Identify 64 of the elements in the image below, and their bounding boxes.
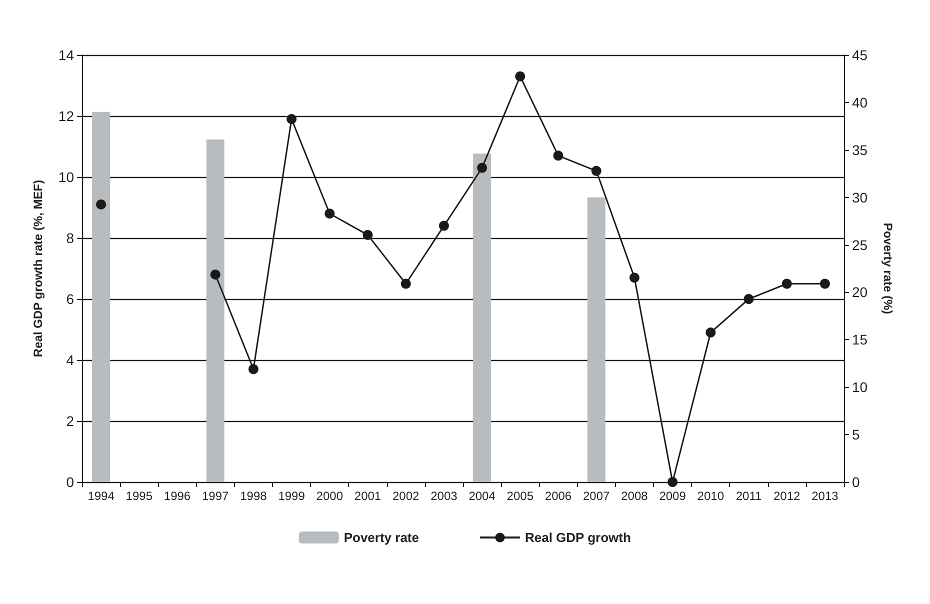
y2-tick-label: 10	[852, 379, 868, 396]
x-tick-label: 2011	[736, 489, 762, 503]
point	[706, 328, 716, 338]
y2-axis-title: Poverty rate (%)	[881, 222, 895, 314]
y2-tick-label: 5	[852, 426, 860, 443]
point	[362, 230, 373, 240]
y-tick-label: 0	[66, 474, 74, 490]
point	[248, 364, 258, 374]
y2-tick-label: 30	[852, 189, 868, 206]
legend-label: Poverty rate	[344, 530, 419, 545]
bar	[206, 139, 224, 482]
point	[744, 294, 754, 304]
x-tick-label: 2012	[774, 489, 801, 503]
point	[210, 270, 220, 280]
point	[477, 162, 488, 173]
y2-tick-label: 40	[852, 94, 868, 110]
x-tick-label: 1994	[88, 489, 115, 503]
point	[591, 166, 602, 176]
point	[629, 272, 640, 283]
x-tick-label: 1997	[202, 489, 230, 503]
y-tick-label: 4	[66, 352, 74, 368]
x-tick-label: 2004	[468, 489, 496, 503]
x-tick-label: 2013	[812, 489, 839, 503]
x-tick-label: 2009	[659, 489, 686, 503]
y-tick-label: 6	[66, 291, 74, 307]
y-tick-label: 12	[58, 108, 74, 124]
x-tick-label: 2003	[430, 489, 458, 503]
y2-tick-label: 35	[852, 142, 868, 158]
x-tick-label: 2007	[583, 489, 610, 503]
x-tick-label: 1996	[164, 489, 191, 503]
bar	[473, 154, 492, 482]
y-tick-label: 8	[66, 230, 74, 246]
y2-tick-label: 25	[852, 236, 868, 253]
x-tick-label: 2000	[316, 489, 344, 503]
y-axis-title: Real GDP growth rate (%, MEF)	[31, 180, 45, 358]
point	[553, 150, 564, 161]
legend-label: Real GDP growth	[524, 530, 631, 545]
y-tick-label: 10	[58, 169, 74, 185]
point	[286, 114, 297, 124]
y-tick-label: 2	[66, 413, 74, 429]
point	[782, 278, 792, 289]
point	[515, 71, 526, 82]
y2-tick-label: 45	[852, 47, 868, 63]
point	[96, 199, 106, 210]
y-tick-label: 14	[58, 47, 74, 63]
x-tick-label: 2010	[697, 489, 724, 503]
y2-tick-label: 15	[852, 332, 868, 348]
y2-tick-label: 0	[852, 474, 860, 490]
y2-tick-label: 20	[852, 284, 868, 300]
x-tick-label: 2005	[506, 489, 534, 503]
bar	[92, 112, 110, 482]
x-tick-label: 2001	[354, 489, 382, 503]
point	[820, 278, 830, 289]
point	[438, 220, 449, 231]
point	[400, 278, 411, 289]
x-tick-label: 1998	[240, 489, 268, 503]
point	[324, 208, 335, 219]
point	[668, 477, 678, 487]
bar	[587, 197, 606, 482]
x-tick-label: 2008	[621, 489, 648, 503]
x-tick-label: 1999	[278, 489, 306, 503]
x-tick-label: 2006	[544, 489, 572, 503]
x-tick-label: 2002	[392, 489, 420, 503]
x-tick-label: 1995	[126, 489, 153, 503]
